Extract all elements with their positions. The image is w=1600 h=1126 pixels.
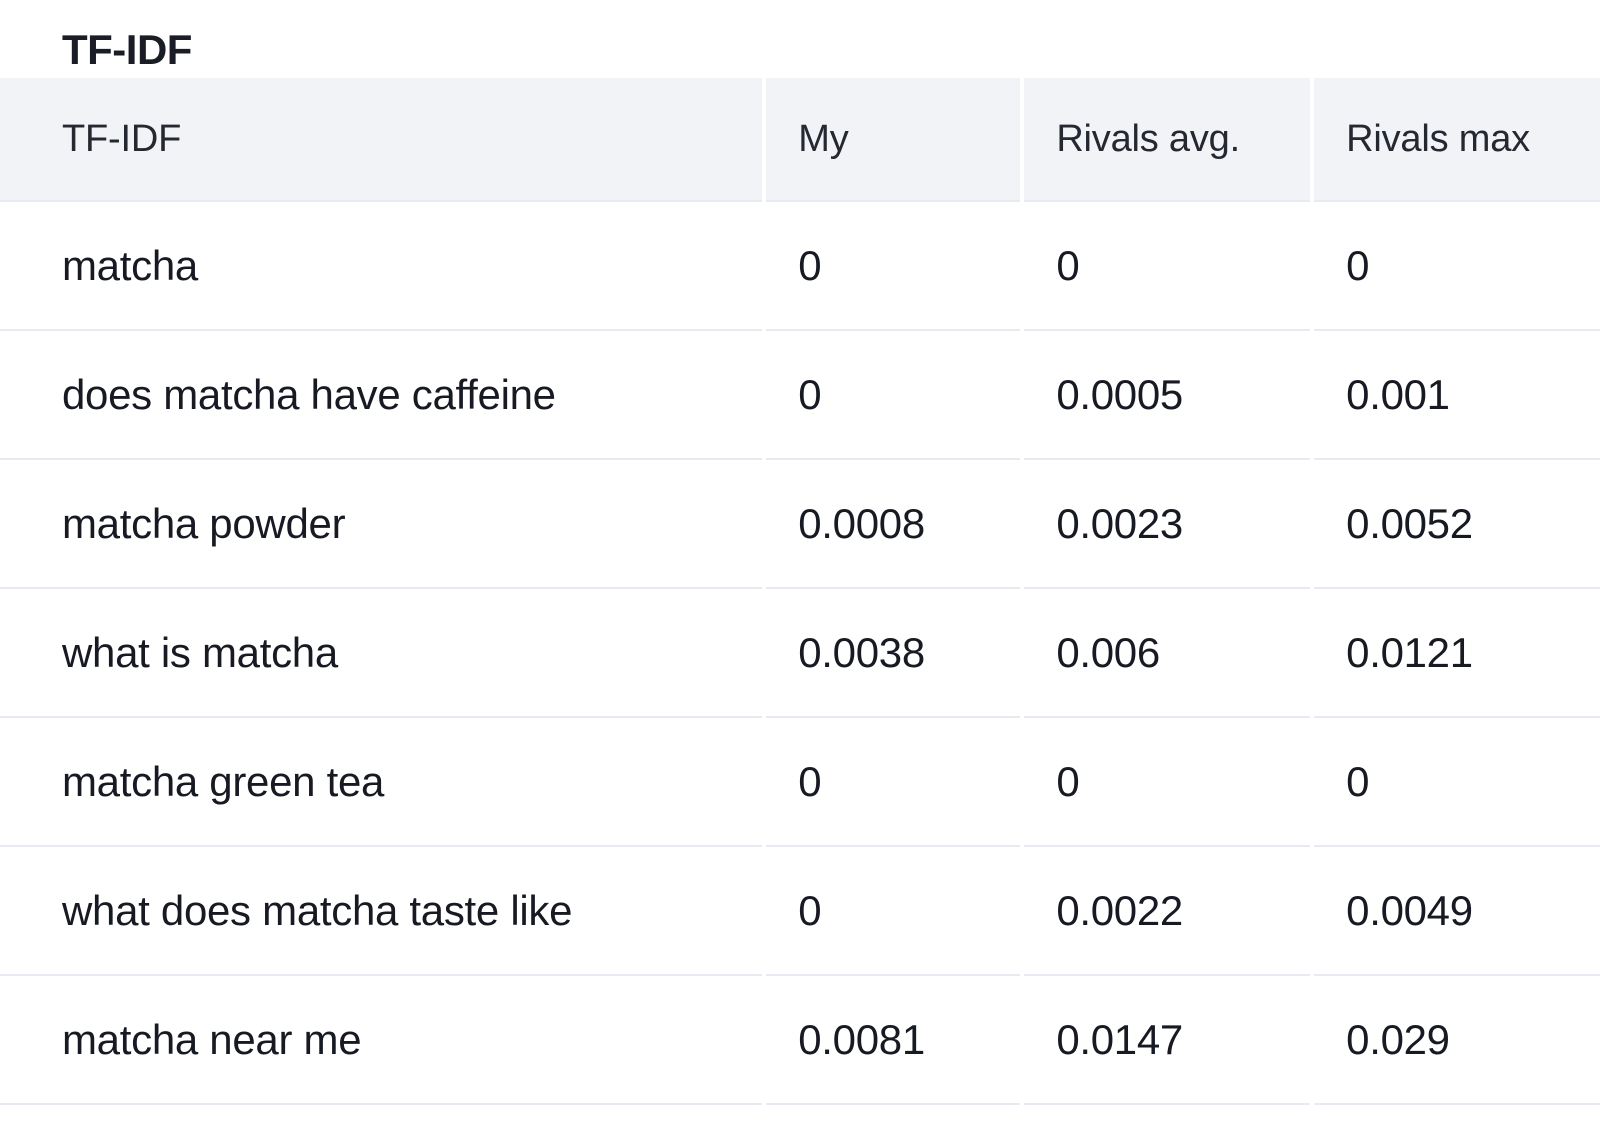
my-value-cell: 0 <box>766 718 1021 847</box>
rivals-avg-value-cell: 0.0023 <box>1024 460 1311 589</box>
rivals-avg-value-cell: 0 <box>1024 718 1311 847</box>
rivals-max-value-cell: 0.0052 <box>1314 460 1600 589</box>
table-row: matcha powder 0.0008 0.0023 0.0052 <box>0 460 1600 589</box>
keyword-cell: does matcha have caffeine <box>0 331 763 460</box>
rivals-max-value-cell: 0.0121 <box>1314 589 1600 718</box>
rivals-max-value-cell: 0.029 <box>1314 976 1600 1105</box>
table-row: what does matcha taste like 0 0.0022 0.0049 <box>0 847 1600 976</box>
keyword-cell: what is matcha <box>0 589 763 718</box>
keyword-cell: matcha <box>0 202 763 331</box>
column-header-rivals-max: Rivals max <box>1314 78 1600 202</box>
keyword-cell: matcha powder <box>0 460 763 589</box>
keyword-cell: what does matcha taste like <box>0 847 763 976</box>
rivals-avg-value-cell: 0.0022 <box>1024 847 1311 976</box>
tfidf-table: TF-IDF My Rivals avg. Rivals max matcha 0… <box>0 78 1600 1105</box>
rivals-max-value-cell: 0.0049 <box>1314 847 1600 976</box>
my-value-cell: 0 <box>766 847 1021 976</box>
keyword-cell: matcha near me <box>0 976 763 1105</box>
rivals-avg-value-cell: 0.0147 <box>1024 976 1311 1105</box>
rivals-max-value-cell: 0.001 <box>1314 331 1600 460</box>
column-header-rivals-avg: Rivals avg. <box>1024 78 1311 202</box>
table-header: TF-IDF My Rivals avg. Rivals max <box>0 78 1600 202</box>
column-header-my: My <box>766 78 1021 202</box>
rivals-avg-value-cell: 0.0005 <box>1024 331 1311 460</box>
section-title: TF-IDF <box>62 26 192 73</box>
rivals-avg-value-cell: 0.006 <box>1024 589 1311 718</box>
my-value-cell: 0 <box>766 202 1021 331</box>
rivals-max-value-cell: 0 <box>1314 202 1600 331</box>
table-row: matcha near me 0.0081 0.0147 0.029 <box>0 976 1600 1105</box>
rivals-avg-value-cell: 0 <box>1024 202 1311 331</box>
table-body: matcha 0 0 0 does matcha have caffeine 0 0.000… <box>0 202 1600 1105</box>
table-header-row: TF-IDF My Rivals avg. Rivals max <box>0 78 1600 202</box>
my-value-cell: 0.0038 <box>766 589 1021 718</box>
column-header-tfidf: TF-IDF <box>0 78 763 202</box>
my-value-cell: 0.0008 <box>766 460 1021 589</box>
my-value-cell: 0.0081 <box>766 976 1021 1105</box>
table-row: what is matcha 0.0038 0.006 0.0121 <box>0 589 1600 718</box>
keyword-cell: matcha green tea <box>0 718 763 847</box>
table-row: matcha green tea 0 0 0 <box>0 718 1600 847</box>
rivals-max-value-cell: 0 <box>1314 718 1600 847</box>
table-row: does matcha have caffeine 0 0.0005 0.001 <box>0 331 1600 460</box>
table-row: matcha 0 0 0 <box>0 202 1600 331</box>
my-value-cell: 0 <box>766 331 1021 460</box>
